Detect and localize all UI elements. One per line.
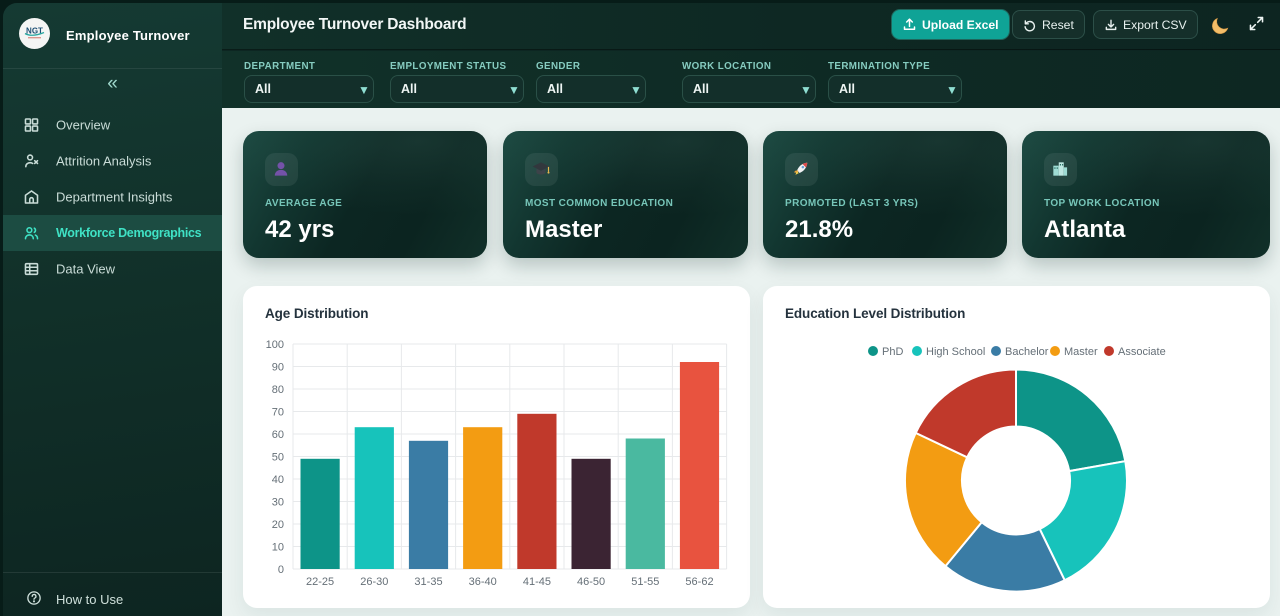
- svg-text:70: 70: [272, 406, 284, 418]
- svg-text:41-45: 41-45: [523, 576, 551, 588]
- svg-text:0: 0: [278, 564, 284, 576]
- svg-text:90: 90: [272, 361, 284, 373]
- svg-text:100: 100: [266, 339, 284, 351]
- svg-text:Bachelor: Bachelor: [1005, 346, 1049, 358]
- svg-text:60: 60: [272, 429, 284, 441]
- svg-text:26-30: 26-30: [360, 576, 388, 588]
- svg-text:50: 50: [272, 451, 284, 463]
- svg-text:22-25: 22-25: [306, 576, 334, 588]
- svg-text:NGT: NGT: [26, 27, 43, 36]
- svg-text:80: 80: [272, 384, 284, 396]
- svg-text:46-50: 46-50: [577, 576, 605, 588]
- svg-text:20: 20: [272, 519, 284, 531]
- svg-text:High School: High School: [926, 346, 985, 358]
- svg-text:Master: Master: [1064, 346, 1098, 358]
- svg-text:PhD: PhD: [882, 346, 903, 358]
- svg-text:Associate: Associate: [1118, 346, 1166, 358]
- svg-text:10: 10: [272, 541, 284, 553]
- svg-text:30: 30: [272, 496, 284, 508]
- svg-text:40: 40: [272, 474, 284, 486]
- svg-text:36-40: 36-40: [469, 576, 497, 588]
- svg-text:31-35: 31-35: [414, 576, 442, 588]
- svg-text:51-55: 51-55: [631, 576, 659, 588]
- svg-text:56-62: 56-62: [685, 576, 713, 588]
